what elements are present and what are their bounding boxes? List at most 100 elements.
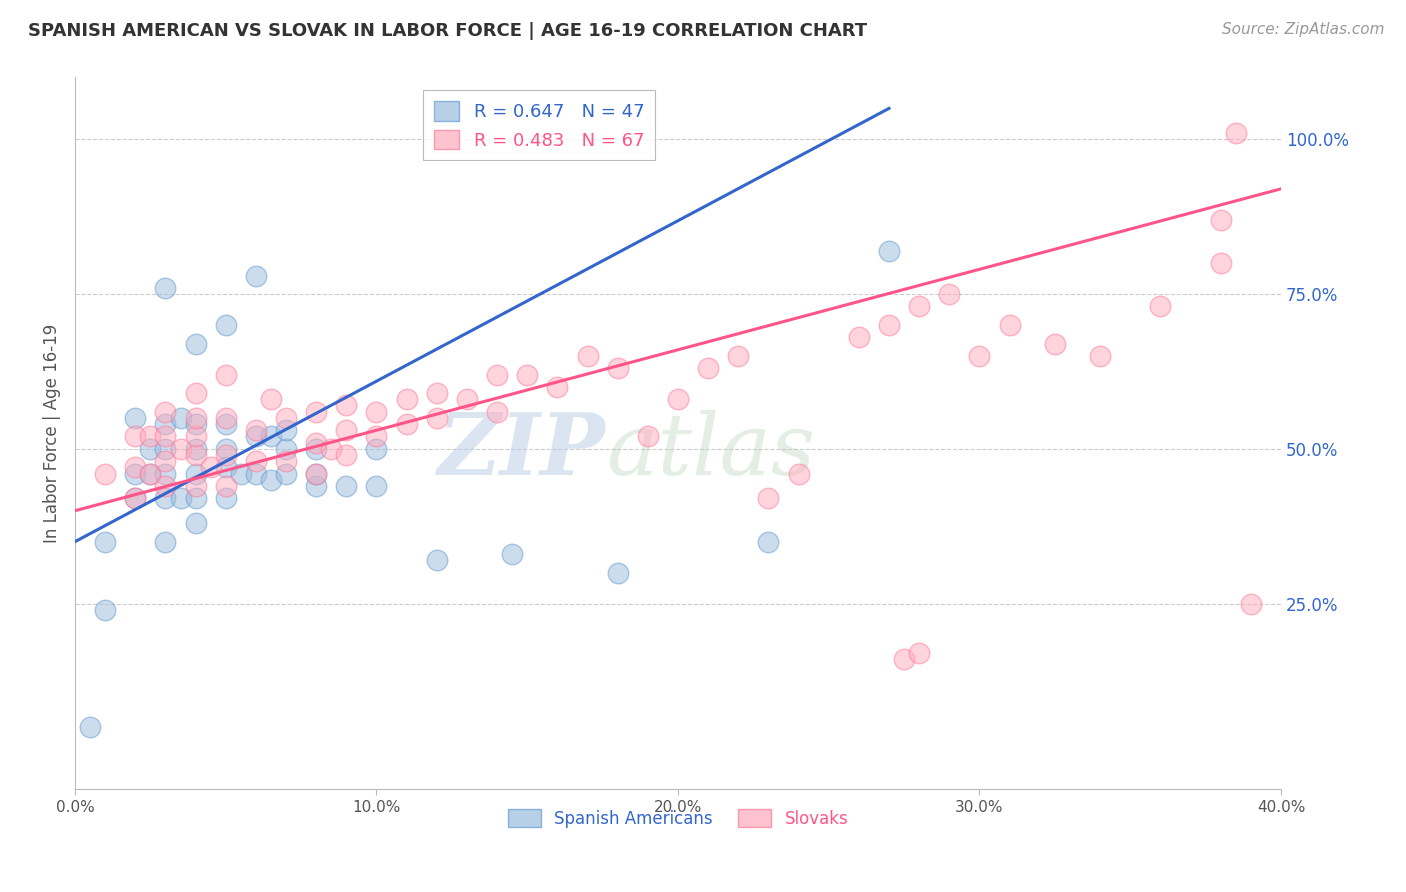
Point [274,410,297,425]
Point [260,473,283,487]
Point [124,460,146,475]
Point [215,410,238,425]
Point [215,368,238,382]
Point [215,479,238,493]
Point [124,491,146,506]
Point [184,410,207,425]
Point [1088,349,1111,363]
Point [169,491,191,506]
Point [94,603,117,617]
Point [215,460,238,475]
Point [1209,256,1232,270]
Point [245,429,267,443]
Legend: Spanish Americans, Slovaks: Spanish Americans, Slovaks [501,803,855,834]
Point [305,442,328,456]
Point [124,467,146,481]
Point [155,281,177,295]
Point [606,361,628,376]
Point [245,454,267,468]
Point [516,368,538,382]
Point [124,491,146,506]
Point [155,417,177,431]
Point [184,491,207,506]
Point [893,652,915,666]
Point [335,399,357,413]
Point [139,467,162,481]
Point [366,479,388,493]
Text: Source: ZipAtlas.com: Source: ZipAtlas.com [1222,22,1385,37]
Point [426,386,449,401]
Point [184,442,207,456]
Point [184,417,207,431]
Point [787,467,810,481]
Point [200,460,222,475]
Point [245,423,267,437]
Point [606,566,628,580]
Point [998,318,1021,332]
Point [938,287,960,301]
Point [576,349,599,363]
Point [215,448,238,462]
Point [426,553,449,567]
Point [124,410,146,425]
Point [637,429,659,443]
Point [274,423,297,437]
Point [274,442,297,456]
Point [321,442,343,456]
Point [1225,126,1247,140]
Point [1209,212,1232,227]
Point [1149,300,1171,314]
Point [335,423,357,437]
Point [501,547,523,561]
Point [184,448,207,462]
Text: SPANISH AMERICAN VS SLOVAK IN LABOR FORCE | AGE 16-19 CORRELATION CHART: SPANISH AMERICAN VS SLOVAK IN LABOR FORC… [28,22,868,40]
Point [79,720,101,734]
Point [184,516,207,530]
Point [305,435,328,450]
Point [155,405,177,419]
Point [139,442,162,456]
Point [426,410,449,425]
Point [305,467,328,481]
Point [94,534,117,549]
Point [758,534,780,549]
Point [335,448,357,462]
Point [155,491,177,506]
Point [94,467,117,481]
Point [184,386,207,401]
Point [305,479,328,493]
Point [274,467,297,481]
Point [486,405,509,419]
Point [758,491,780,506]
Point [184,429,207,443]
Point [260,429,283,443]
Point [848,330,870,344]
Point [155,467,177,481]
Point [727,349,749,363]
Point [155,429,177,443]
Point [184,336,207,351]
Point [184,479,207,493]
Point [215,318,238,332]
Point [274,454,297,468]
Text: atlas: atlas [606,409,814,492]
Point [305,405,328,419]
Point [486,368,509,382]
Point [245,467,267,481]
Y-axis label: In Labor Force | Age 16-19: In Labor Force | Age 16-19 [44,324,60,543]
Point [124,429,146,443]
Point [215,442,238,456]
Point [169,442,191,456]
Point [1240,597,1263,611]
Point [969,349,991,363]
Point [155,534,177,549]
Point [139,467,162,481]
Point [908,646,931,660]
Point [395,392,418,407]
Point [260,392,283,407]
Point [697,361,720,376]
Point [908,300,931,314]
Point [215,417,238,431]
Point [366,442,388,456]
Point [305,467,328,481]
